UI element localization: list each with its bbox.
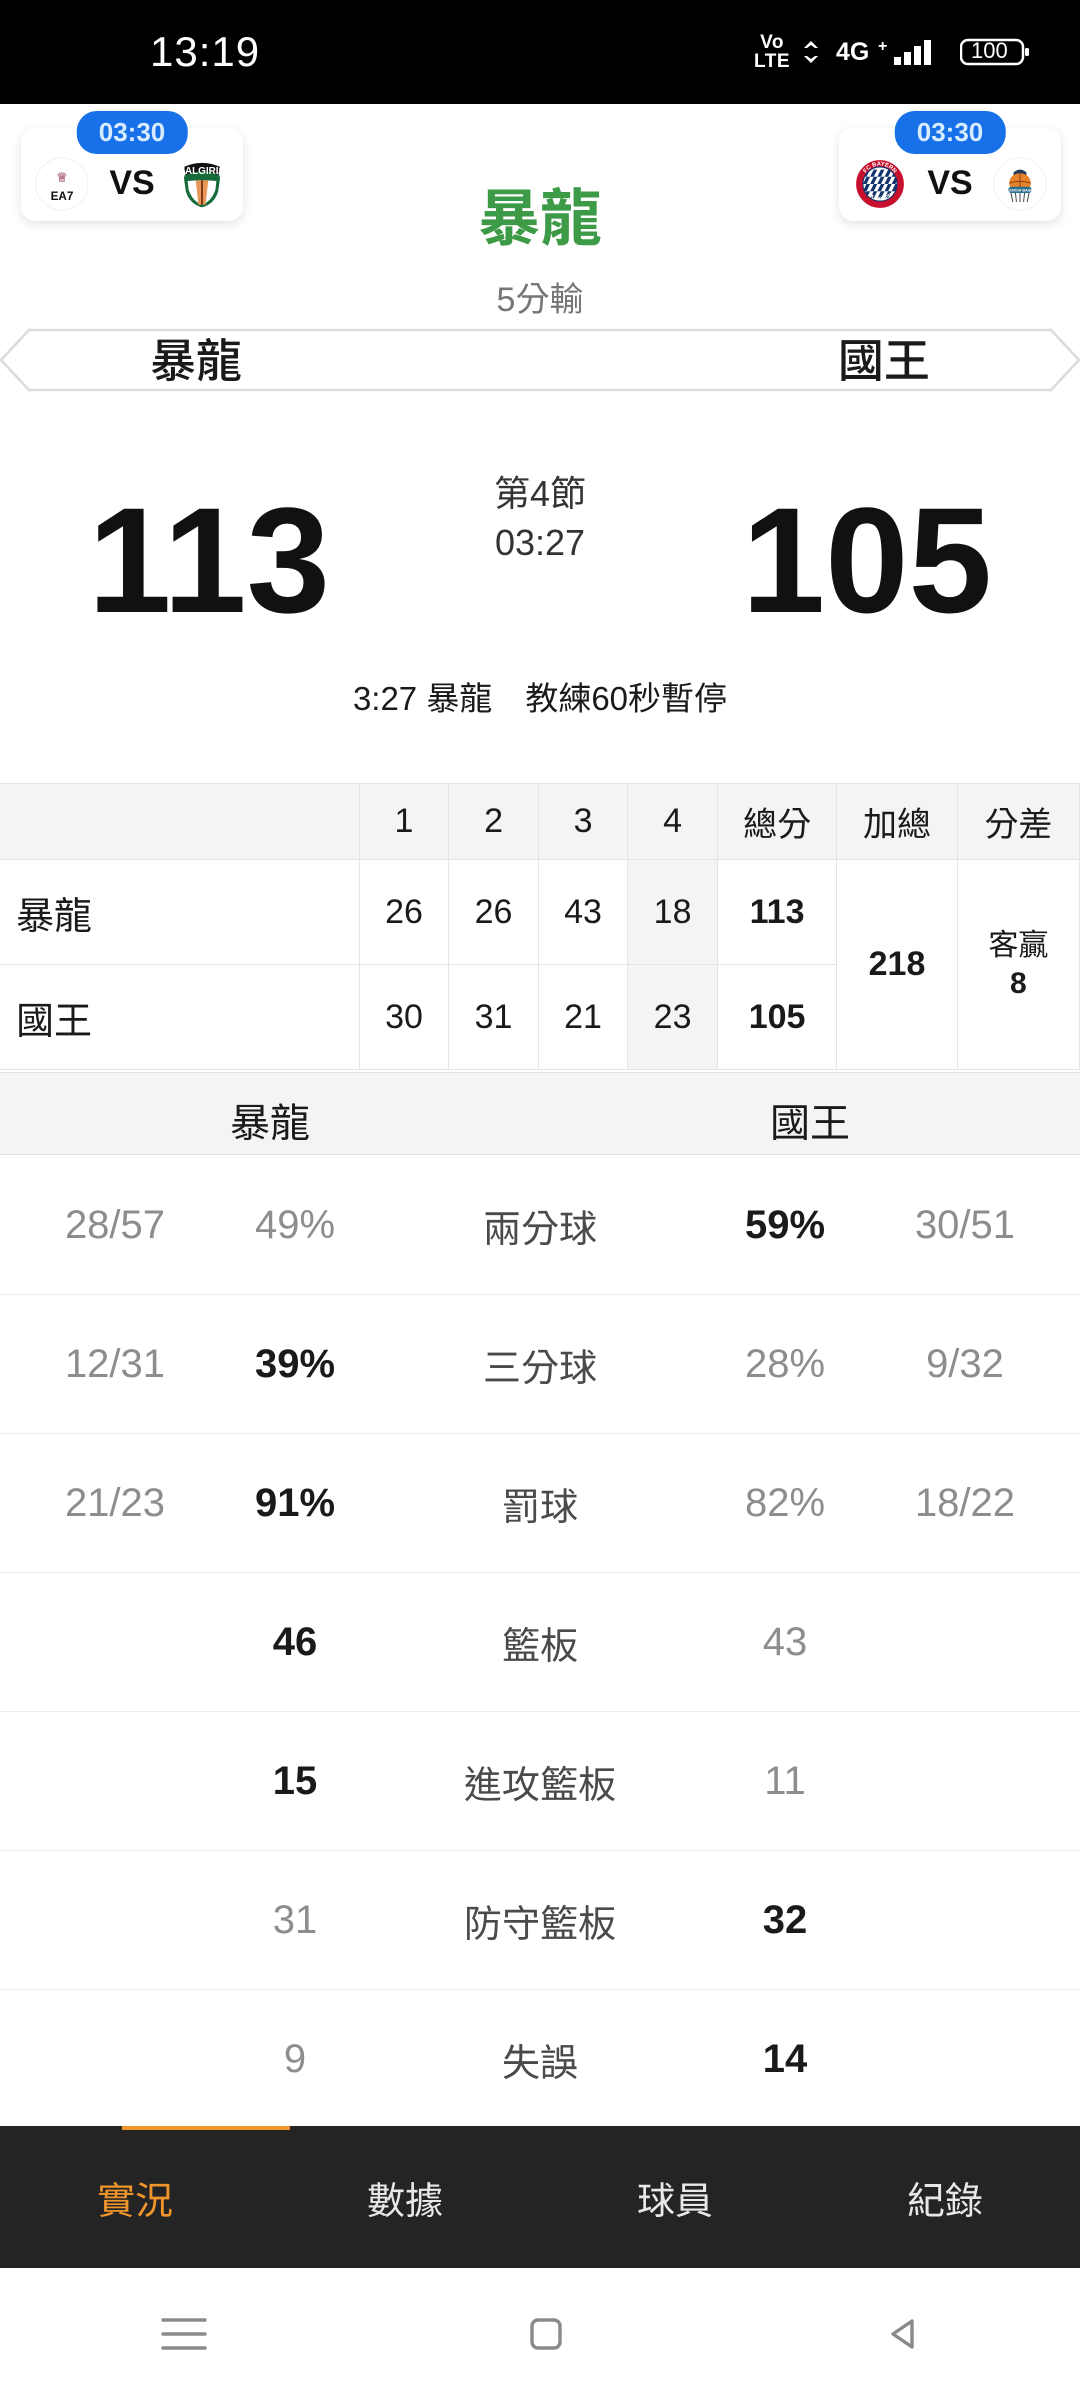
svg-text:+: + <box>878 38 887 55</box>
svg-text:4G: 4G <box>836 38 869 66</box>
svg-text:100: 100 <box>971 38 1008 63</box>
